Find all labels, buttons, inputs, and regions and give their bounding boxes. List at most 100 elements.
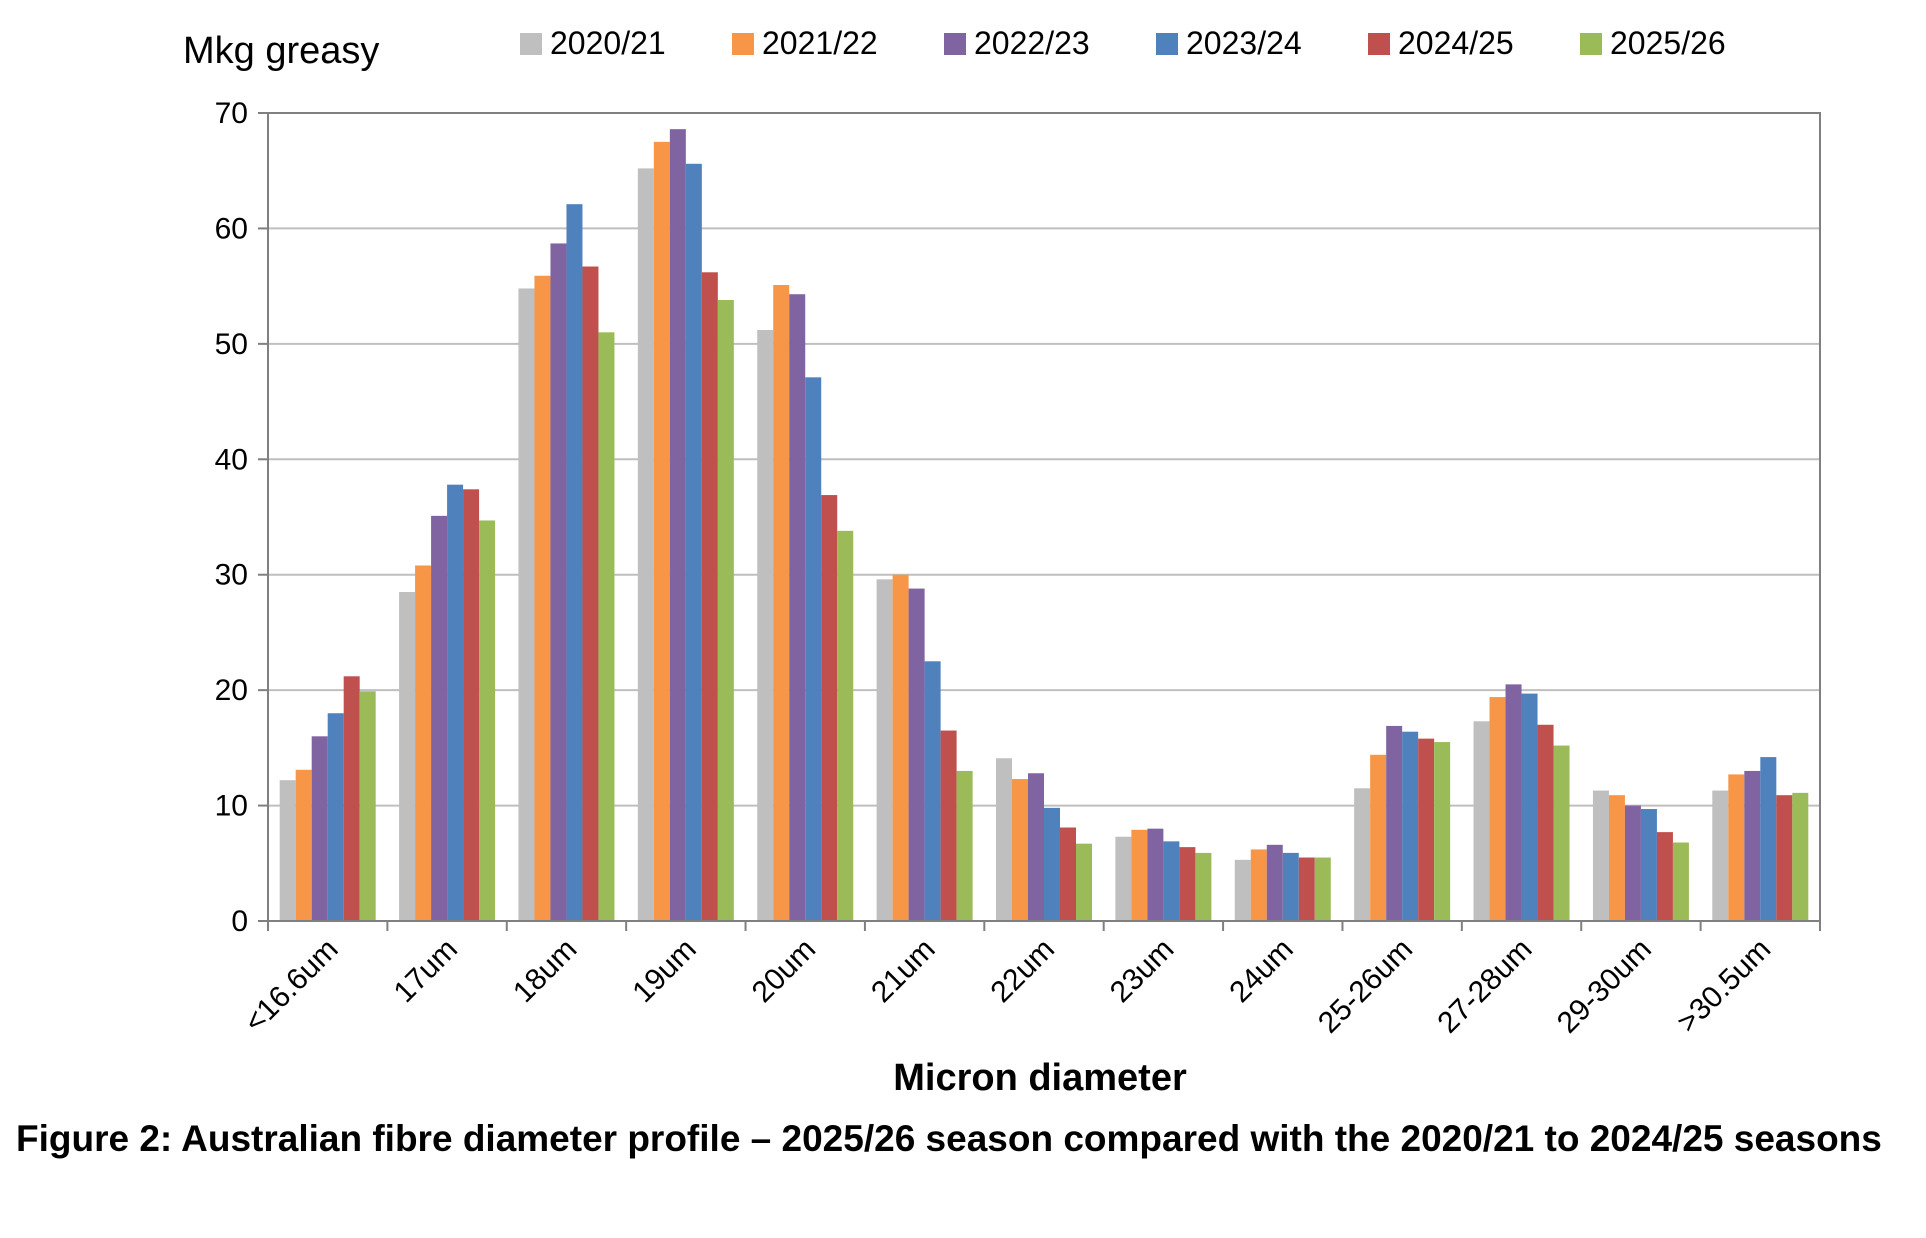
bar [518, 288, 535, 921]
bar [821, 495, 838, 921]
bar [701, 272, 718, 921]
bar [940, 730, 957, 921]
bar [399, 592, 416, 921]
bar [1179, 847, 1196, 921]
bar [996, 758, 1012, 921]
bar [1792, 792, 1809, 921]
x-tick-label: >30.5um [1671, 933, 1777, 1039]
bar-chart: Mkg greasy 2020/21 2021/22 2022/23 2023/24 2… [183, 25, 1821, 1099]
y-tick-label: 30 [215, 559, 248, 592]
y-tick-label: 20 [215, 674, 248, 707]
y-axis-title: Mkg greasy [183, 30, 379, 72]
bar [1760, 757, 1777, 921]
bar [892, 574, 909, 921]
bar [1776, 795, 1793, 921]
bar [637, 168, 654, 922]
bar [1298, 857, 1315, 921]
y-tick-labels: 0 10 20 30 40 50 60 70 [215, 97, 248, 938]
x-tick-label: 21um [865, 933, 941, 1009]
y-tick-label: 70 [215, 97, 248, 130]
bar [1314, 857, 1331, 921]
x-tick-label: 23um [1104, 933, 1180, 1009]
bar [1163, 841, 1180, 921]
x-tick-label: 24um [1223, 933, 1299, 1009]
y-tick-label: 0 [231, 905, 248, 938]
bar [1282, 852, 1299, 921]
bar [685, 163, 702, 921]
bar [1386, 725, 1403, 921]
bar [876, 579, 893, 921]
bar [1418, 738, 1435, 921]
bar [669, 129, 686, 921]
bar [359, 691, 376, 921]
bar [343, 676, 360, 921]
bar [295, 769, 312, 921]
bars [279, 129, 1809, 922]
bar [582, 266, 599, 921]
y-tick-label: 40 [215, 443, 248, 476]
bar [1473, 721, 1490, 921]
bar [327, 713, 344, 921]
bar [1115, 836, 1132, 921]
bar [550, 243, 567, 922]
x-tick-label: 27-28um [1431, 933, 1538, 1040]
bar [1553, 745, 1570, 921]
bar [1537, 724, 1554, 921]
bar [757, 330, 774, 921]
bar [431, 515, 448, 921]
bar [1234, 859, 1251, 921]
bar [1608, 795, 1625, 921]
bar [1402, 731, 1419, 921]
bar [1195, 852, 1212, 921]
bar [1505, 684, 1522, 921]
bar [956, 770, 973, 921]
bar [837, 530, 854, 921]
legend-label: 2020/21 [550, 25, 666, 61]
y-tick-label: 10 [215, 790, 248, 823]
bar [479, 520, 496, 921]
legend-label: 2024/25 [1398, 25, 1514, 61]
bar [908, 588, 925, 921]
bar [1028, 773, 1044, 921]
x-tick-label: 29-30um [1551, 933, 1658, 1040]
bar [1250, 849, 1267, 921]
x-tick-label: 20um [746, 933, 822, 1009]
bar [924, 661, 941, 921]
bar [1521, 693, 1538, 921]
bar [1266, 844, 1283, 921]
gridlines [268, 112, 1820, 807]
x-tick-label: 25-26um [1312, 933, 1419, 1040]
bar [463, 489, 480, 921]
x-tick-label: 19um [626, 933, 702, 1009]
x-tick-label: 18um [507, 933, 583, 1009]
bar [447, 484, 464, 921]
bar [1656, 832, 1673, 921]
x-tick-label: 22um [985, 933, 1061, 1009]
bar [1728, 774, 1745, 921]
legend-swatch [520, 33, 542, 55]
bar [1044, 807, 1060, 921]
x-tick-label: 17um [388, 933, 464, 1009]
bar [1147, 828, 1164, 921]
legend-swatch [1580, 33, 1602, 55]
figure-caption: Figure 2: Australian fibre diameter prof… [16, 1118, 1882, 1159]
y-tick-label: 60 [215, 212, 248, 245]
bar [1076, 843, 1092, 921]
bar [1640, 809, 1657, 921]
bar [279, 780, 296, 921]
legend: 2020/21 2021/22 2022/23 2023/24 2024/25 2025/… [520, 25, 1726, 61]
x-axis-title: Micron diameter [893, 1057, 1187, 1099]
bar [789, 294, 806, 921]
bar [534, 275, 551, 921]
legend-label: 2025/26 [1610, 25, 1726, 61]
bar [566, 204, 583, 921]
bar [1624, 805, 1641, 921]
bar [415, 565, 432, 921]
bar [598, 332, 615, 921]
axes [258, 112, 1821, 931]
bar [1370, 754, 1387, 921]
bar [1434, 742, 1451, 921]
bar [1712, 790, 1729, 921]
bar [1131, 829, 1148, 921]
bar [311, 736, 328, 921]
